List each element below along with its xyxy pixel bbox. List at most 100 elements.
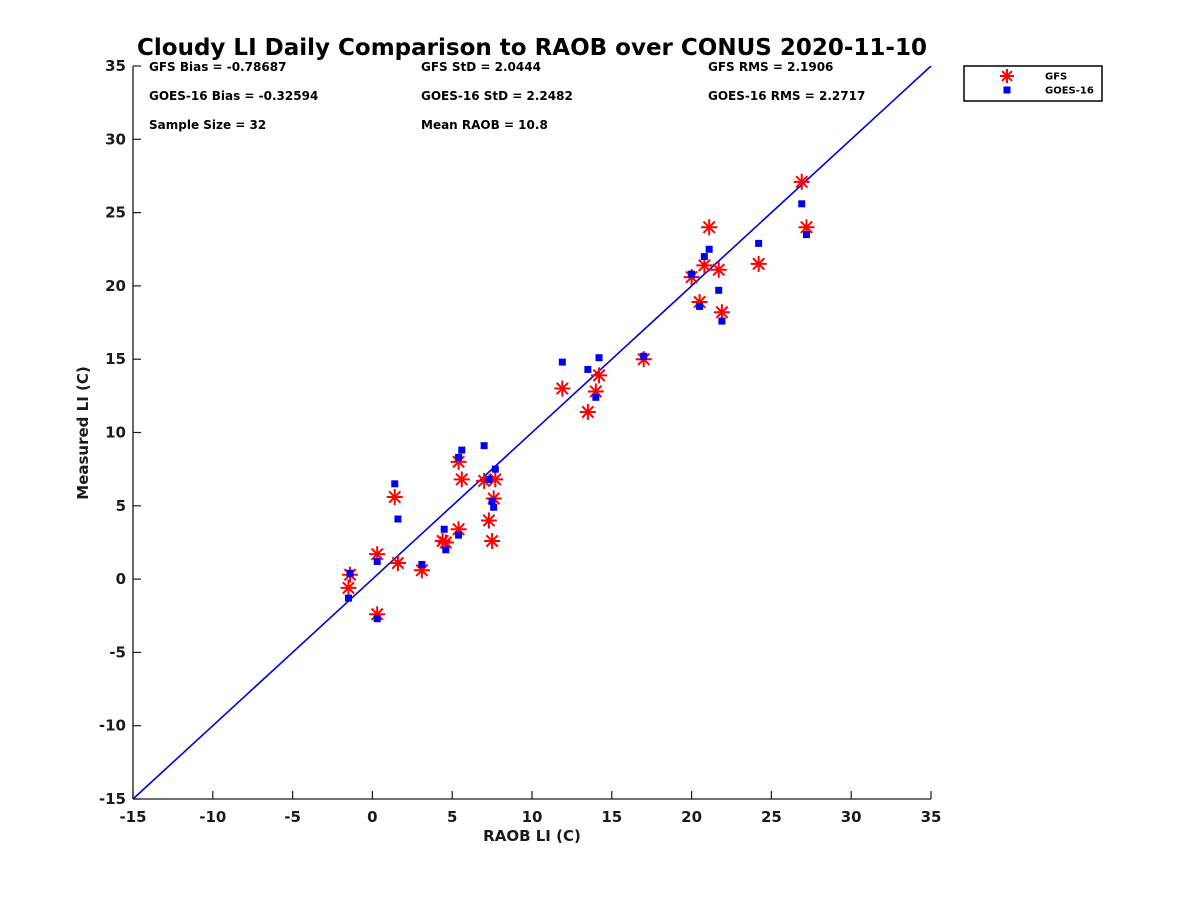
- y-tick-label: -5: [109, 643, 126, 661]
- goes16-point: [455, 453, 463, 461]
- goes16-point: [595, 354, 603, 362]
- asterisk-stroke: [592, 368, 606, 382]
- goes16-point: [440, 525, 448, 533]
- asterisk-stroke: [712, 263, 726, 277]
- asterisk-stroke: [693, 295, 706, 309]
- asterisk-stroke: [452, 522, 465, 536]
- asterisk-stroke: [452, 455, 465, 469]
- asterisk-stroke: [342, 581, 355, 595]
- y-tick-label: 35: [105, 57, 126, 75]
- x-tick-label: 10: [522, 808, 543, 826]
- gfs-point: [793, 173, 810, 190]
- goes16-point: [418, 560, 426, 568]
- legend-goes16-marker: [1003, 86, 1011, 94]
- y-tick-label: 30: [105, 130, 126, 148]
- y-tick-label: -15: [99, 790, 126, 808]
- gfs-point: [713, 304, 730, 321]
- goes16-point: [346, 569, 354, 577]
- x-tick-label: 35: [921, 808, 942, 826]
- legend-gfs-marker: [1000, 69, 1014, 83]
- gfs-point: [587, 383, 604, 400]
- chart-title: Cloudy LI Daily Comparison to RAOB over …: [137, 35, 927, 61]
- y-tick-label: -10: [99, 717, 126, 735]
- stat-annotation: GFS Bias = -0.78687: [149, 60, 286, 74]
- x-tick-label: 5: [447, 808, 457, 826]
- asterisk-stroke: [370, 547, 384, 561]
- one-to-one-line: [132, 65, 932, 800]
- asterisk-stroke: [589, 385, 603, 398]
- goes16-point: [480, 442, 488, 450]
- x-tick-label: 15: [601, 808, 622, 826]
- goes16-point: [391, 480, 399, 488]
- gfs-point: [750, 255, 767, 272]
- y-tick-label: 5: [116, 497, 126, 515]
- goes16-point: [688, 270, 696, 278]
- goes16-point: [442, 546, 450, 554]
- x-tick-label: -15: [119, 808, 146, 826]
- stat-annotation: Sample Size = 32: [149, 118, 266, 132]
- series-goes-16: [344, 200, 811, 623]
- legend-box: [963, 65, 1103, 102]
- reference-line-layer: [132, 65, 932, 800]
- gfs-point: [554, 380, 571, 397]
- stat-annotation: GFS StD = 2.0444: [421, 60, 541, 74]
- goes16-point: [705, 245, 713, 253]
- legend-items: GFS GOES-16: [1000, 69, 1094, 97]
- gfs-point: [691, 294, 708, 311]
- stat-annotation: Mean RAOB = 10.8: [421, 118, 548, 132]
- asterisk-stroke: [482, 514, 496, 527]
- stat-annotation: GOES-16 Bias = -0.32594: [149, 89, 318, 103]
- goes16-point: [394, 515, 402, 523]
- gfs-point: [701, 219, 718, 236]
- gfs-point: [484, 532, 501, 549]
- x-tick-label: 0: [367, 808, 377, 826]
- goes16-point: [640, 352, 648, 360]
- statistics-annotations: GFS Bias = -0.78687 GFS StD = 2.0444 GFS R…: [149, 60, 865, 132]
- asterisk-stroke: [485, 534, 499, 548]
- x-tick-label: 20: [681, 808, 702, 826]
- asterisk-stroke: [415, 563, 429, 577]
- y-tick-label: 25: [105, 204, 126, 222]
- asterisk-stroke: [370, 607, 384, 621]
- asterisk-stroke: [388, 490, 402, 504]
- series-gfs: [340, 173, 815, 623]
- asterisk-stroke: [795, 175, 809, 189]
- goes16-point: [373, 558, 381, 566]
- x-tick-label: 30: [841, 808, 862, 826]
- asterisk-stroke: [752, 257, 765, 271]
- y-tick-label: 0: [116, 570, 126, 588]
- x-axis-title: RAOB LI (C): [483, 827, 581, 845]
- goes16-point: [592, 393, 600, 401]
- asterisk-stroke: [702, 220, 716, 234]
- goes16-point: [458, 446, 466, 454]
- y-tick-label: 20: [105, 277, 126, 295]
- goes16-point: [488, 497, 496, 505]
- stat-annotation: GOES-16 StD = 2.2482: [421, 89, 573, 103]
- asterisk-stroke: [488, 473, 502, 486]
- goes16-point: [485, 475, 493, 483]
- goes16-point: [558, 358, 566, 366]
- tick-layer: -15 -10 -5 0 5 10 15 20 25 30 35 -15 -10 -5 0 5 10 15 20 25…: [99, 57, 942, 826]
- goes16-point: [490, 503, 498, 511]
- gfs-point: [579, 403, 596, 420]
- goes16-point: [718, 317, 726, 325]
- asterisk-stroke: [1001, 70, 1013, 82]
- x-tick-label: -5: [284, 808, 301, 826]
- goes16-point: [696, 302, 704, 310]
- asterisk-stroke: [391, 556, 405, 570]
- goes16-point: [373, 615, 381, 623]
- y-axis-title: Measured LI (C): [74, 366, 92, 499]
- gfs-point: [386, 489, 403, 506]
- asterisk-stroke: [715, 305, 729, 319]
- gfs-point: [480, 512, 497, 529]
- legend-label: GFS: [1045, 72, 1067, 83]
- x-tick-label: 25: [761, 808, 782, 826]
- stat-annotation: GFS RMS = 2.1906: [708, 60, 833, 74]
- asterisk-stroke: [581, 405, 595, 419]
- legend-label: GOES-16: [1045, 86, 1094, 97]
- goes16-point: [803, 231, 811, 239]
- asterisk-stroke: [555, 382, 569, 395]
- goes16-point: [700, 253, 708, 261]
- gfs-point: [453, 471, 470, 488]
